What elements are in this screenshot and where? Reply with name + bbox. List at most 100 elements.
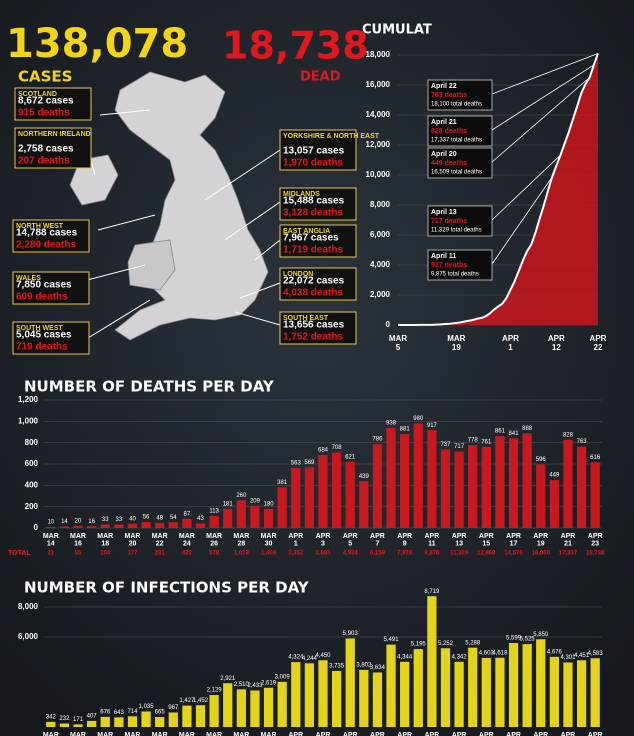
region-name: YORKSHIRE & NORTH EAST <box>283 133 380 140</box>
total-label: 6,159 <box>370 551 386 557</box>
bar <box>413 423 423 528</box>
bar <box>495 657 505 727</box>
value-label: 54 <box>170 515 177 521</box>
bar <box>522 433 532 528</box>
total-label: 578 <box>209 551 220 557</box>
value-label: 881 <box>400 427 411 433</box>
bar <box>345 638 355 727</box>
region-cases: 7,850 cases <box>16 280 72 291</box>
bar <box>427 596 437 727</box>
bar <box>536 639 546 727</box>
value-label: 761 <box>481 439 492 445</box>
value-label: 33 <box>116 517 123 523</box>
bar <box>209 695 219 727</box>
value-label: 708 <box>332 445 343 451</box>
bar <box>100 524 110 528</box>
bar <box>468 647 478 727</box>
bar <box>440 648 451 727</box>
value-label: 5,195 <box>411 642 427 648</box>
leader-line <box>491 77 590 163</box>
value-label: 5,491 <box>384 637 400 643</box>
bar <box>563 662 573 727</box>
line <box>397 53 599 326</box>
bar <box>549 656 559 727</box>
bar <box>114 717 124 727</box>
value-label: 4,244 <box>302 656 318 662</box>
bar <box>304 663 315 727</box>
total-label: 4,934 <box>343 551 359 557</box>
bar <box>59 526 70 528</box>
value-label: 938 <box>386 421 397 427</box>
total-label: 281 <box>155 551 166 557</box>
annotation-box <box>427 115 493 147</box>
value-label: 676 <box>100 709 111 715</box>
total-label: 12,868 <box>477 551 496 557</box>
chart-title: CUMULAT <box>362 23 432 38</box>
value-label: 980 <box>413 416 424 422</box>
value-label: 3,009 <box>275 674 291 680</box>
annotation-box <box>427 147 493 179</box>
value-label: 407 <box>87 713 98 719</box>
bar <box>331 452 342 528</box>
leader-line <box>97 214 156 231</box>
bar <box>440 449 451 528</box>
area <box>398 53 598 325</box>
bar <box>495 436 505 528</box>
bar <box>549 480 559 528</box>
value-label: 828 <box>563 432 574 438</box>
value-label: 4,342 <box>452 654 468 660</box>
y-tick-label: 18,000 <box>366 50 391 59</box>
bar <box>87 720 97 727</box>
bar <box>141 711 151 727</box>
bar <box>223 683 233 727</box>
annotation-box <box>427 205 493 237</box>
region-name: LONDON <box>283 271 313 278</box>
y-tick-label: 4,000 <box>370 260 391 269</box>
value-label: 8,719 <box>424 589 440 595</box>
value-label: 4,618 <box>492 650 508 656</box>
value-label: 3,735 <box>329 664 345 670</box>
bar <box>331 670 342 727</box>
bar <box>304 467 315 528</box>
annotation-deaths: 763 deaths <box>431 92 467 99</box>
region-name: EAST ANGLIA <box>283 228 330 235</box>
bar <box>454 661 464 727</box>
region-deaths: 1,970 deaths <box>283 158 343 169</box>
value-label: 180 <box>264 501 275 507</box>
y-tick-label: 14,000 <box>366 110 391 119</box>
total-label: 11,329 <box>450 551 469 557</box>
value-label: 2,510 <box>234 682 250 688</box>
deaths-label: DEAD <box>300 70 341 85</box>
leader-line <box>224 201 281 241</box>
annotation-deaths: 717 deaths <box>431 218 467 225</box>
bar <box>563 439 573 528</box>
bar <box>114 524 124 528</box>
region-cases: 2,758 cases <box>18 144 74 155</box>
total-label: 177 <box>127 551 138 557</box>
bar <box>291 467 301 528</box>
region-box <box>14 87 92 121</box>
region-cases: 5,045 cases <box>16 330 72 341</box>
value-label: 684 <box>318 448 329 454</box>
region-cases: 15,488 cases <box>283 196 345 207</box>
region-deaths: 2,280 deaths <box>16 240 76 251</box>
region-name: NORTH WEST <box>16 223 64 230</box>
cases-label: CASES <box>18 68 72 86</box>
y-tick-label: 1,200 <box>18 395 39 404</box>
total-label: 1,019 <box>234 551 250 557</box>
bar <box>195 523 206 528</box>
value-label: 4,301 <box>560 655 576 661</box>
annotation-deaths: 449 deaths <box>431 160 467 167</box>
